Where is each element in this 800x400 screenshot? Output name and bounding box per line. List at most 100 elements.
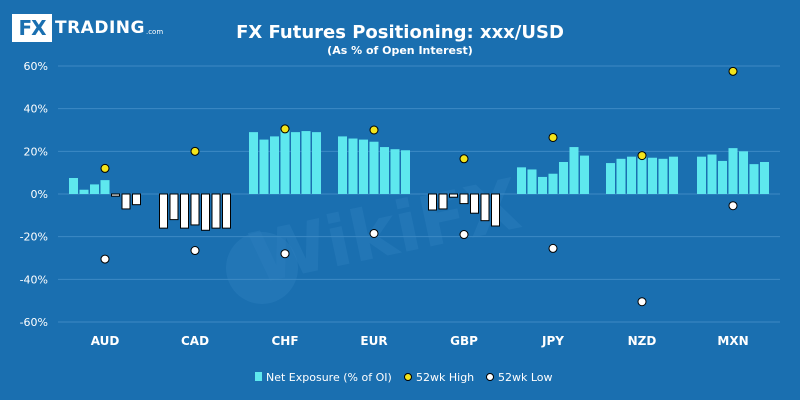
low-marker <box>369 228 379 238</box>
net-exposure-bar <box>180 193 189 229</box>
y-tick-label: -20% <box>20 231 48 244</box>
low-marker <box>190 246 200 256</box>
net-exposure-bar <box>428 193 437 211</box>
net-exposure-bar <box>69 178 78 194</box>
net-exposure-bar <box>559 162 568 194</box>
chart-title: FX Futures Positioning: xxx/USD <box>236 22 564 43</box>
net-exposure-bar <box>280 130 290 194</box>
net-exposure-bar <box>190 193 200 226</box>
net-exposure-bar <box>606 163 615 194</box>
y-tick-label: -40% <box>20 273 48 286</box>
net-exposure-bar <box>527 169 537 194</box>
legend-label-net-exposure: Net Exposure (% of OI) <box>266 371 392 384</box>
net-exposure-bar <box>222 193 231 229</box>
brand-logo: FX TRADING .com <box>12 14 163 42</box>
net-exposure-bar <box>491 193 500 227</box>
net-exposure-bar <box>538 176 547 194</box>
legend-swatch-low <box>486 373 494 381</box>
x-tick-label: JPY <box>541 334 564 348</box>
net-exposure-bar <box>338 136 347 194</box>
high-marker <box>190 146 200 156</box>
x-tick-label: EUR <box>360 334 387 348</box>
net-exposure-bar <box>648 157 657 194</box>
logo-fx-box: FX <box>12 14 52 42</box>
net-exposure-bar <box>449 193 458 198</box>
x-tick-label: NZD <box>628 334 657 348</box>
net-exposure-bar <box>569 147 579 194</box>
net-exposure-bar <box>312 132 321 194</box>
net-exposure-bar <box>669 156 678 194</box>
x-tick-label: CHF <box>271 334 298 348</box>
y-tick-label: 60% <box>24 60 48 73</box>
high-marker <box>100 163 110 173</box>
net-exposure-bar <box>301 131 311 194</box>
net-exposure-bar <box>79 189 89 194</box>
net-exposure-bar <box>90 184 99 194</box>
y-tick-label: 40% <box>24 103 48 116</box>
net-exposure-bar <box>159 193 168 229</box>
net-exposure-bar <box>718 160 727 194</box>
net-exposure-bar <box>480 193 490 222</box>
net-exposure-bar <box>459 193 469 205</box>
logo-word: TRADING <box>55 18 145 38</box>
net-exposure-bar <box>749 164 759 194</box>
low-marker <box>637 297 647 307</box>
net-exposure-bar <box>707 154 717 194</box>
net-exposure-bar <box>470 193 479 214</box>
low-marker <box>459 230 469 240</box>
high-marker <box>728 66 738 76</box>
net-exposure-bar <box>132 193 141 206</box>
high-marker <box>459 154 469 164</box>
net-exposure-bar <box>728 148 738 194</box>
x-tick-label: AUD <box>91 334 120 348</box>
high-marker <box>548 132 558 142</box>
net-exposure-bar <box>201 193 210 231</box>
net-exposure-bar <box>517 167 526 194</box>
net-exposure-bar <box>637 155 647 194</box>
net-exposure-bar <box>658 158 668 194</box>
watermark-emblem <box>226 232 298 304</box>
net-exposure-bar <box>211 193 221 229</box>
net-exposure-bar <box>259 139 269 194</box>
net-exposure-bar <box>760 162 769 194</box>
legend-label-low: 52wk Low <box>498 371 553 384</box>
net-exposure-bar <box>697 156 706 194</box>
net-exposure-bar <box>111 193 120 197</box>
high-marker <box>637 151 647 161</box>
low-marker <box>728 201 738 211</box>
net-exposure-bar <box>438 193 448 210</box>
high-marker <box>369 125 379 135</box>
x-tick-label: CAD <box>181 334 209 348</box>
low-marker <box>548 243 558 253</box>
net-exposure-bar <box>348 138 358 194</box>
y-tick-label: 20% <box>24 145 48 158</box>
net-exposure-bar <box>739 151 748 194</box>
net-exposure-bar <box>627 156 636 194</box>
x-tick-label: MXN <box>717 334 748 348</box>
high-marker <box>280 124 290 134</box>
net-exposure-bar <box>249 132 258 194</box>
logo-domain: .com <box>145 28 164 36</box>
x-tick-label: GBP <box>450 334 478 348</box>
net-exposure-bar <box>121 193 131 210</box>
net-exposure-bar <box>270 136 279 194</box>
net-exposure-bar <box>359 139 368 194</box>
net-exposure-bar <box>401 150 410 194</box>
net-exposure-bar <box>291 132 300 194</box>
net-exposure-bar <box>580 155 589 194</box>
legend-label-high: 52wk High <box>416 371 474 384</box>
net-exposure-bar <box>616 158 626 194</box>
net-exposure-bar <box>390 149 400 194</box>
legend-swatch-net-exposure <box>255 372 262 381</box>
low-marker <box>100 254 110 264</box>
net-exposure-bar <box>548 173 558 194</box>
legend-swatch-high <box>404 373 412 381</box>
y-tick-label: 0% <box>31 188 48 201</box>
chart-subtitle: (As % of Open Interest) <box>327 44 473 57</box>
net-exposure-bar <box>380 147 389 194</box>
net-exposure-bar <box>369 141 379 194</box>
net-exposure-bar <box>169 193 179 221</box>
low-marker <box>280 249 290 259</box>
y-tick-label: -60% <box>20 316 48 329</box>
